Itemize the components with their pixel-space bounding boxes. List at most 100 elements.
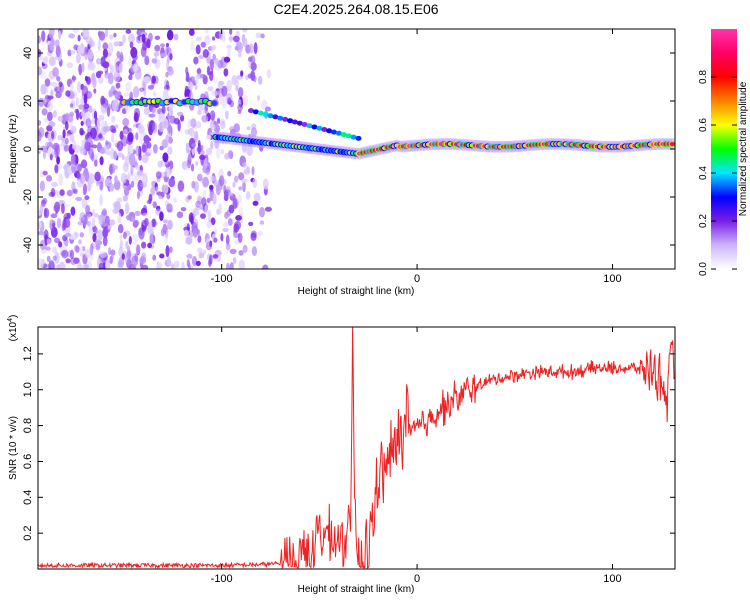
noise-speckle <box>228 35 233 43</box>
noise-speckle <box>252 178 258 189</box>
noise-speckle <box>94 158 98 167</box>
noise-speckle <box>226 79 232 92</box>
noise-speckle <box>134 112 139 123</box>
y-tick-label: 20 <box>22 95 34 107</box>
noise-speckle <box>166 203 173 213</box>
noise-speckle <box>246 144 253 157</box>
noise-speckle <box>57 115 63 122</box>
noise-speckle <box>47 95 54 100</box>
noise-speckle <box>211 90 218 97</box>
noise-speckle <box>94 238 101 251</box>
noise-speckle <box>54 86 62 93</box>
noise-speckle <box>161 105 166 115</box>
branch-mark <box>291 119 298 125</box>
noise-speckle <box>65 112 70 122</box>
noise-speckle <box>196 68 202 75</box>
noise-speckle <box>97 229 103 241</box>
noise-speckle <box>71 76 77 81</box>
noise-speckle <box>235 215 243 221</box>
noise-speckle <box>92 244 96 249</box>
noise-speckle <box>232 198 238 210</box>
noise-speckle <box>173 117 180 125</box>
noise-speckle <box>250 127 257 138</box>
noise-speckle <box>71 181 76 193</box>
snr-scale-base: (x10 <box>8 321 19 341</box>
noise-speckle <box>194 74 199 85</box>
noise-speckle <box>66 62 74 69</box>
noise-speckle <box>77 163 82 172</box>
noise-speckle <box>50 38 55 46</box>
noise-speckle <box>78 216 85 221</box>
noise-speckle <box>79 232 85 238</box>
noise-speckle <box>228 192 234 197</box>
noise-speckle <box>128 235 132 245</box>
noise-speckle <box>238 186 243 191</box>
noise-speckle <box>103 126 110 133</box>
noise-speckle <box>90 144 98 149</box>
colorbar-tick-label: 0.6 <box>698 118 709 132</box>
noise-speckle <box>165 71 169 78</box>
noise-speckle <box>225 262 230 269</box>
noise-speckle <box>204 35 211 46</box>
noise-speckle <box>106 177 111 187</box>
noise-speckle <box>114 175 118 184</box>
noise-speckle <box>206 147 213 156</box>
noise-speckle <box>88 105 93 114</box>
snr-scale-note: (x104) <box>7 315 19 342</box>
branch-mark <box>277 115 284 121</box>
noise-speckle <box>40 145 47 152</box>
noise-speckle <box>176 211 184 219</box>
noise-speckle <box>195 260 201 266</box>
noise-speckle <box>166 168 170 178</box>
noise-speckle <box>212 45 217 51</box>
noise-speckle <box>51 181 59 188</box>
noise-speckle <box>238 172 245 181</box>
noise-speckle <box>141 264 149 269</box>
noise-speckle <box>95 71 102 79</box>
noise-speckle <box>133 86 140 98</box>
branch-mark <box>335 130 342 136</box>
noise-speckle <box>237 87 244 98</box>
noise-speckle <box>119 130 124 140</box>
noise-speckle <box>163 184 169 194</box>
noise-speckle <box>225 234 230 246</box>
noise-speckle <box>117 197 122 203</box>
branch-mark <box>316 125 323 131</box>
noise-speckle <box>135 132 139 141</box>
noise-speckle <box>146 141 152 149</box>
line-20hz-mark <box>210 99 218 107</box>
noise-speckle <box>125 81 132 93</box>
noise-speckle <box>113 32 117 38</box>
noise-speckle <box>162 89 169 101</box>
noise-speckle <box>117 152 124 158</box>
noise-speckle <box>257 95 260 101</box>
noise-speckle <box>108 42 114 55</box>
noise-speckle <box>70 125 77 134</box>
spectrogram-marks <box>38 29 675 269</box>
noise-speckle <box>259 220 265 225</box>
branch-mark <box>326 128 333 134</box>
noise-speckle <box>83 264 90 269</box>
noise-speckle <box>135 145 140 157</box>
branch-mark <box>248 108 254 114</box>
noise-speckle <box>166 29 174 41</box>
noise-speckle <box>142 153 149 164</box>
noise-speckle <box>232 257 237 265</box>
noise-speckle <box>151 58 157 64</box>
noise-speckle <box>70 206 76 216</box>
y-tick-label: -20 <box>22 189 34 205</box>
noise-speckle <box>205 169 210 176</box>
noise-speckle <box>62 218 67 231</box>
x-tick-label: -100 <box>211 573 233 585</box>
noise-speckle <box>197 140 201 147</box>
noise-speckle <box>166 193 171 200</box>
noise-speckle <box>185 66 189 75</box>
noise-speckle <box>116 51 121 59</box>
noise-speckle <box>91 152 95 162</box>
noise-speckle <box>180 114 185 122</box>
noise-speckle <box>188 29 195 36</box>
noise-speckle <box>221 85 228 97</box>
noise-speckle <box>209 58 215 71</box>
noise-speckle <box>158 121 165 132</box>
noise-speckle <box>212 77 218 83</box>
